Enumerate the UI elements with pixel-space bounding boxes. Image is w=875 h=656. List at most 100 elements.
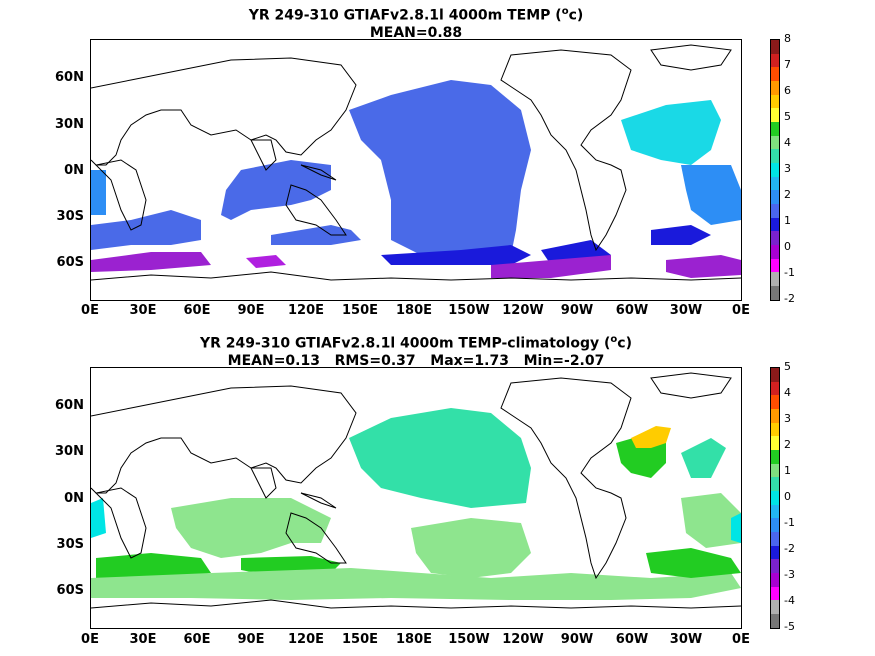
colorbar-segment [771,272,779,287]
colorbar-label: -3 [784,568,795,581]
atlantic-cyan-field [681,438,726,478]
colorbar-label: 7 [784,58,791,71]
panel2-ylabel-0n: 0N [64,491,84,506]
antarctic-purple-indian [91,252,211,272]
panel2-xlabel: 30W [669,632,703,647]
panel2-xlabel: 30E [129,632,157,647]
panel1-xlabel: 90E [237,303,265,318]
colorbar-segment [771,176,779,191]
colorbar-label: -4 [784,594,795,607]
colorbar-label: 5 [784,360,791,373]
panel2-xlabel: 0E [732,632,750,647]
colorbar-label: 4 [784,136,791,149]
panel2-xlabel: 180E [395,632,433,647]
south-indian-warm-field [91,210,201,250]
panel2-title-text: YR 249-310 GTIAFv2.8.1l 4000m TEMP-clima… [200,335,611,352]
coastlines-2 [91,372,741,609]
colorbar-segment [771,518,779,533]
south-pacific-anomaly-field [411,518,531,578]
panel1-xlabel: 150E [341,303,379,318]
colorbar-label: -2 [784,542,795,555]
panel1-xlabel: 120W [502,303,544,318]
colorbar-segment [771,286,779,300]
colorbar-segment [771,409,779,423]
panel2-xlabel: 60E [183,632,211,647]
panel2-map-svg [91,372,741,609]
south-atlantic-blue [651,225,711,245]
panel2-ylabel-60s: 60S [56,583,84,598]
colorbar-label: 6 [784,84,791,97]
colorbar-segment [771,573,779,587]
colorbar-segment [771,108,779,123]
panel1-subtitle: MEAN=0.88 [369,24,463,41]
colorbar-segment [771,163,779,177]
atlantic-cool-field [621,100,721,165]
south-atlantic-field [681,165,741,225]
colorbar-label: 3 [784,162,791,175]
south-atlantic-green-band [646,548,741,578]
colorbar-label: -2 [784,292,795,305]
colorbar-segment [771,40,779,54]
panel2-subtitle: MEAN=0.13 RMS=0.37 Max=1.73 Min=-2.07 [227,352,605,369]
colorbar-segment [771,245,779,259]
colorbar-segment [771,190,779,205]
panel2-xlabel: 90E [237,632,265,647]
antarctic-purple-atlantic [666,255,741,278]
panel1-xlabel: 60E [183,303,211,318]
panel1-xlabel: 180E [395,303,433,318]
panel1-xlabel: 120E [287,303,325,318]
colorbar-segment [771,81,779,95]
colorbar-segment [771,463,779,478]
panel2-map [90,367,742,629]
atlantic-yellow-patch [631,426,671,448]
panel1-xlabel: 30W [669,303,703,318]
panel1-title: YR 249-310 GTIAFv2.8.1l 4000m TEMP (oc) … [90,3,742,42]
southern-ocean-band-1 [271,225,361,245]
indian-ocean-warm-field [221,160,331,220]
colorbar-label: 5 [784,110,791,123]
panel1-ylabel-60s: 60S [56,255,84,270]
colorbar-label: 2 [784,188,791,201]
colorbar-segment [771,94,779,109]
colorbar-segment [771,422,779,437]
colorbar-segment [771,149,779,164]
colorbar-segment [771,381,779,396]
colorbar-segment [771,504,779,519]
panel1-xlabel: 0E [732,303,750,318]
colorbar-segment [771,204,779,218]
colorbar-segment [771,53,779,68]
panel1-xlabel: 90W [560,303,594,318]
antarctic-blue-band [381,245,531,265]
colorbar-label: 2 [784,438,791,451]
panel2-ylabel-60n: 60N [55,398,84,413]
east-cyan-patch [731,513,741,543]
colorbar-segment [771,122,779,136]
colorbar-segment [771,586,779,601]
coastlines [91,44,741,281]
panel1-xlabel: 60W [615,303,649,318]
colorbar-segment [771,532,779,546]
south-atlantic-light-green [681,493,741,548]
colorbar-label: 1 [784,464,791,477]
panel1-title-unit: o [561,6,569,17]
panel2-xlabel: 150W [448,632,490,647]
colorbar-label: 0 [784,490,791,503]
north-pacific-anomaly-field [349,408,531,508]
panel1-ylabel-30s: 30S [56,209,84,224]
southern-ocean-light-band [91,568,741,600]
west-cyan-patch [91,498,106,538]
west-indian-field [91,170,106,215]
panel2-xlabel: 120W [502,632,544,647]
colorbar-segment [771,395,779,410]
colorbar-segment [771,258,779,273]
colorbar-label: 4 [784,386,791,399]
colorbar-segment [771,436,779,451]
panel2-colorbar [770,367,780,629]
colorbar-segment [771,559,779,574]
panel1-xlabel: 0E [81,303,99,318]
panel1-xlabel: 150W [448,303,490,318]
colorbar-segment [771,217,779,232]
panel2-title: YR 249-310 GTIAFv2.8.1l 4000m TEMP-clima… [90,331,742,370]
panel2-xlabel: 90W [560,632,594,647]
panel1-ylabel-0n: 0N [64,163,84,178]
